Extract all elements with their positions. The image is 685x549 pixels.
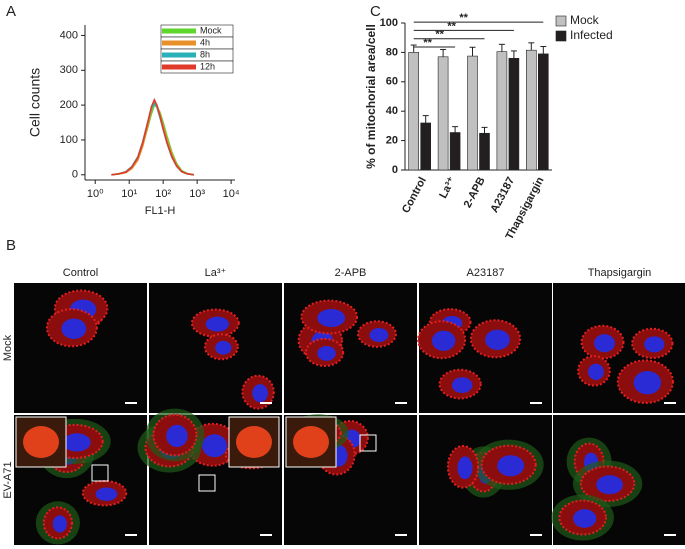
bar xyxy=(496,51,508,171)
bar xyxy=(408,52,420,171)
cell-nucleus xyxy=(573,509,597,528)
cell-nucleus xyxy=(594,334,615,353)
histogram-line xyxy=(111,103,195,176)
legend-swatch xyxy=(555,30,567,42)
significance-label: ** xyxy=(447,20,456,32)
bar xyxy=(449,132,461,171)
legend-swatch xyxy=(555,15,567,27)
cell-nucleus xyxy=(588,363,604,380)
column-label: La³⁺ xyxy=(205,267,227,279)
x-tick-label: 10² xyxy=(155,188,171,200)
cell-nucleus xyxy=(431,330,456,351)
y-tick-label: 100 xyxy=(380,17,398,29)
inset-marker xyxy=(359,434,377,452)
cell-nucleus xyxy=(633,370,662,395)
x-tick-label: La³⁺ xyxy=(437,175,458,200)
bar xyxy=(508,57,520,171)
legend-swatch xyxy=(162,40,196,46)
significance-label: ** xyxy=(435,29,444,41)
x-tick-label: 2-APB xyxy=(462,175,488,210)
cell-nucleus xyxy=(457,456,473,480)
bar xyxy=(437,56,449,171)
y-tick-label: 0 xyxy=(392,164,398,176)
cell-nucleus xyxy=(252,384,268,403)
column-label: 2-APB xyxy=(335,267,367,279)
panel-label: C xyxy=(370,3,381,20)
y-tick-label: 20 xyxy=(386,135,398,147)
legend-label: Infected xyxy=(570,28,613,42)
x-axis-label: FL1-H xyxy=(145,205,176,217)
legend-swatch xyxy=(162,64,196,70)
y-tick-label: 80 xyxy=(386,46,398,58)
significance-label: ** xyxy=(459,12,468,24)
cell-nucleus xyxy=(215,340,232,355)
y-tick-label: 400 xyxy=(60,29,78,41)
y-axis-label: Cell counts xyxy=(27,68,43,137)
inset-marker xyxy=(91,464,109,482)
bar xyxy=(525,49,537,171)
row-label: Mock xyxy=(2,334,14,361)
significance-label: ** xyxy=(423,37,432,49)
histogram-line xyxy=(111,101,194,176)
inset-mitochondria xyxy=(236,426,272,458)
y-tick-label: 200 xyxy=(60,99,78,111)
histogram-line xyxy=(111,97,194,176)
bar xyxy=(479,132,490,171)
x-tick-label: 10⁴ xyxy=(223,188,240,200)
y-axis-label: % of mitochorial area/cell xyxy=(364,24,378,169)
legend-label: 8h xyxy=(200,49,210,59)
column-label: Thapsigargin xyxy=(588,267,652,279)
x-tick-label: 10¹ xyxy=(121,188,137,200)
y-tick-label: 0 xyxy=(72,169,78,181)
y-tick-label: 300 xyxy=(60,64,78,76)
legend-swatch xyxy=(162,52,196,58)
cell-nucleus xyxy=(201,434,228,458)
x-tick-label: A23187 xyxy=(488,175,517,215)
legend-label: 4h xyxy=(200,37,210,47)
cell-nucleus xyxy=(61,318,87,339)
cell-nucleus xyxy=(644,336,665,353)
inset-mitochondria xyxy=(23,426,59,458)
cell-nucleus xyxy=(52,515,67,533)
cell-nucleus xyxy=(596,475,623,495)
y-tick-label: 40 xyxy=(386,105,398,117)
y-tick-label: 100 xyxy=(60,134,78,146)
inset-mitochondria xyxy=(293,426,329,458)
cell-nucleus xyxy=(62,433,91,452)
bar xyxy=(537,53,549,171)
x-tick-label: 10³ xyxy=(189,188,205,200)
bar xyxy=(420,122,432,171)
row-label: EV-A71 xyxy=(2,461,14,498)
panel-label: A xyxy=(6,3,16,20)
cell-nucleus xyxy=(166,424,188,448)
panel-label: B xyxy=(6,237,16,254)
legend-box xyxy=(160,60,234,74)
legend-label: Mock xyxy=(200,25,222,35)
cell-nucleus xyxy=(95,487,118,501)
x-tick-label: 10⁰ xyxy=(87,188,104,200)
bar xyxy=(467,55,478,171)
y-tick-label: 60 xyxy=(386,76,398,88)
cell-nucleus xyxy=(205,316,230,332)
cell-nucleus xyxy=(497,455,525,477)
cell-nucleus xyxy=(317,345,336,361)
cell-nucleus xyxy=(369,328,389,343)
column-label: A23187 xyxy=(467,267,505,279)
inset-marker xyxy=(198,474,216,492)
legend-label: Mock xyxy=(570,13,600,27)
cell-nucleus xyxy=(317,308,346,328)
cell-nucleus xyxy=(451,377,473,394)
x-tick-label: Control xyxy=(400,175,429,215)
cell-nucleus xyxy=(485,329,510,350)
column-label: Control xyxy=(63,267,98,279)
legend-label: 12h xyxy=(200,61,215,71)
legend-swatch xyxy=(162,28,196,34)
